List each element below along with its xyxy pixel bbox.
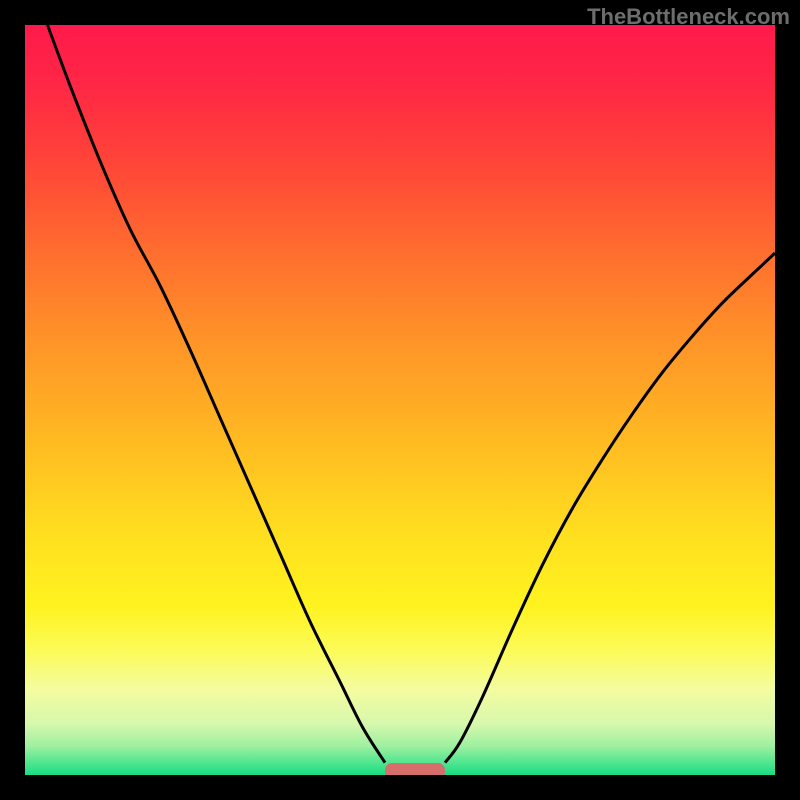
bottleneck-chart: [0, 0, 800, 800]
watermark-text: TheBottleneck.com: [587, 4, 790, 30]
border: [0, 0, 25, 800]
border: [0, 775, 800, 800]
chart-container: TheBottleneck.com: [0, 0, 800, 800]
chart-background: [25, 25, 775, 780]
border: [775, 0, 800, 800]
